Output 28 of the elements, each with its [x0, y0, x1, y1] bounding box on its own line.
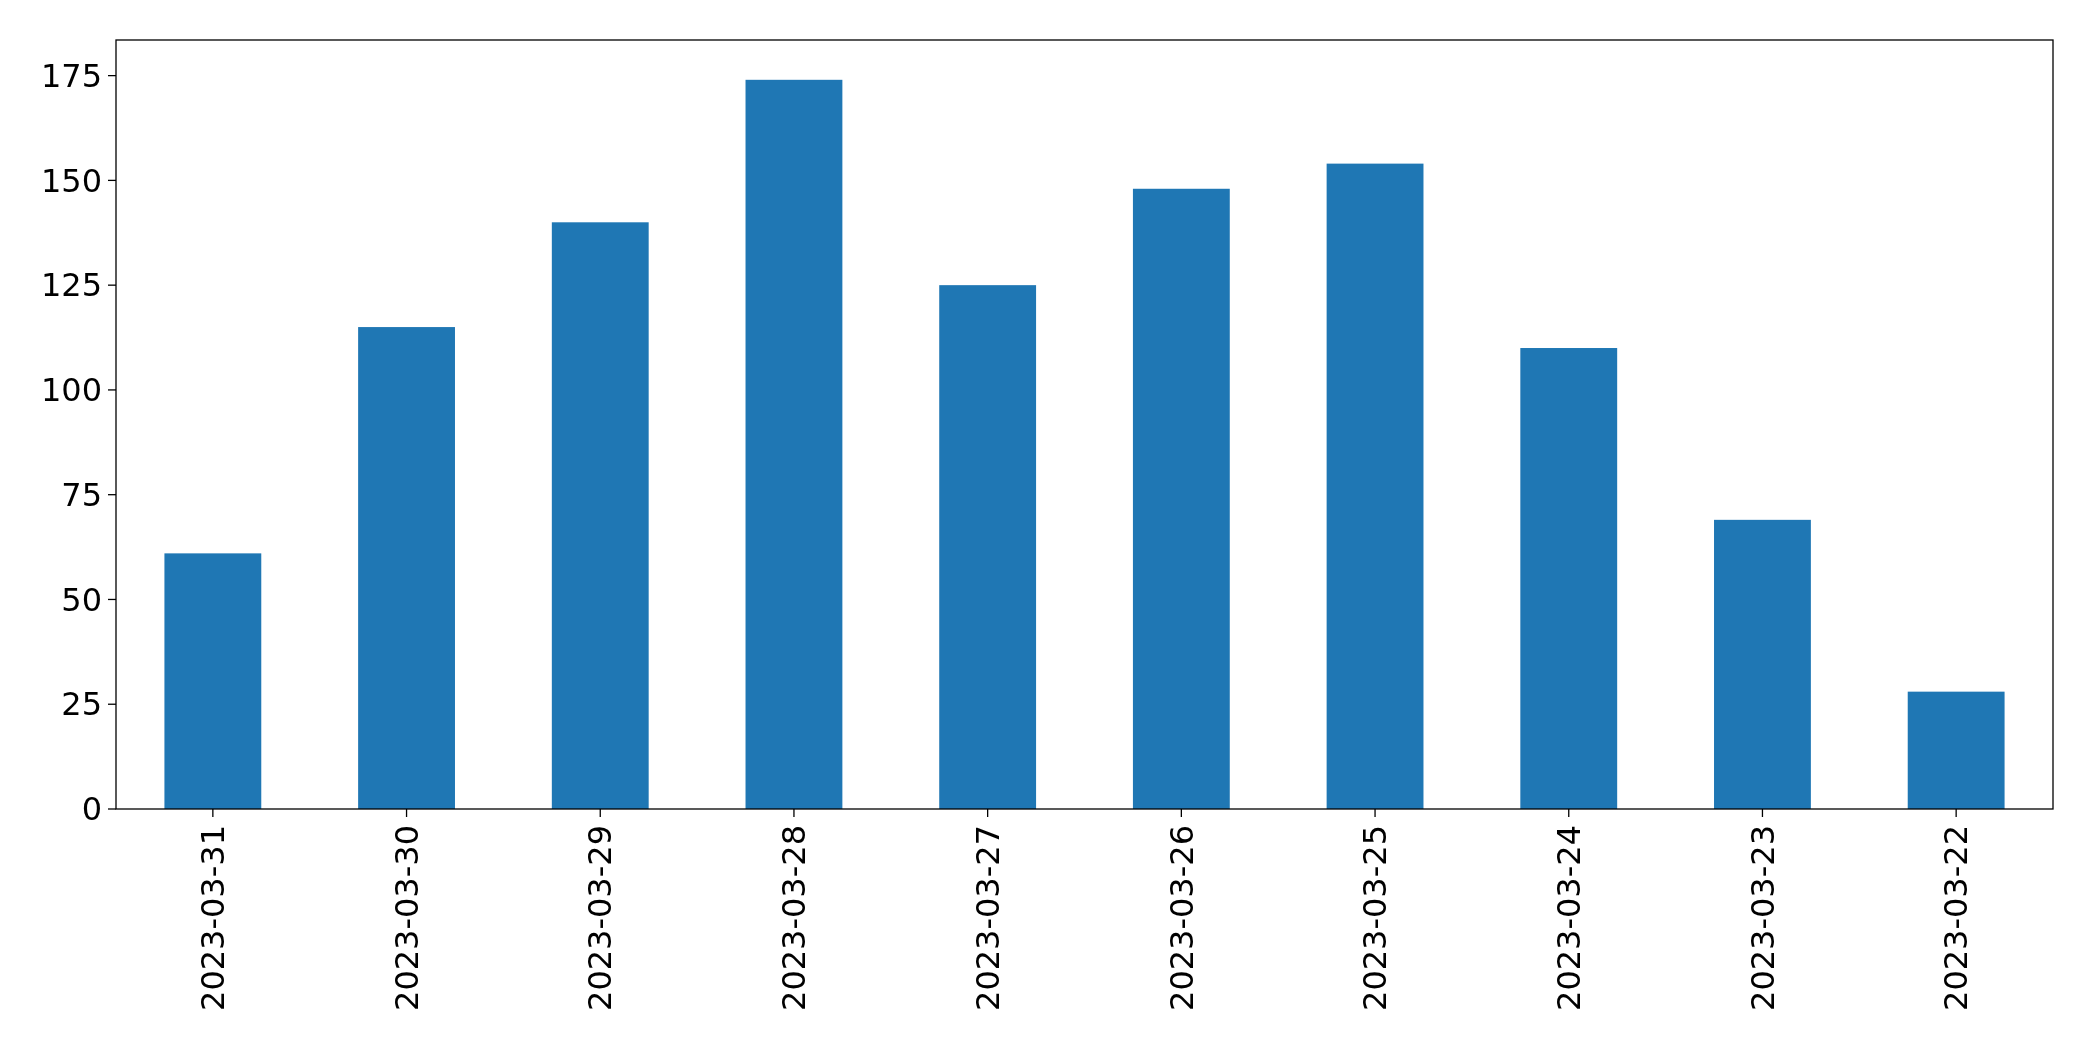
x-tick-label: 2023-03-22: [1937, 825, 1976, 1011]
bar: [939, 285, 1037, 809]
bar: [1907, 691, 2005, 809]
x-tick-label: 2023-03-24: [1549, 825, 1588, 1011]
y-tick-label: 100: [40, 371, 102, 410]
x-tick-label: 2023-03-23: [1743, 825, 1782, 1011]
bar: [1326, 163, 1424, 809]
bar: [551, 222, 649, 809]
y-tick-label: 25: [61, 685, 102, 724]
x-tick-label: 2023-03-26: [1162, 825, 1201, 1011]
y-tick-label: 150: [40, 161, 102, 200]
bar: [1520, 348, 1618, 809]
bar: [1714, 519, 1811, 809]
x-tick-label: 2023-03-28: [775, 825, 814, 1011]
x-tick-label: 2023-03-31: [194, 825, 233, 1011]
y-tick-label: 125: [40, 266, 102, 305]
y-tick-label: 50: [61, 580, 102, 619]
bar: [1132, 188, 1230, 809]
x-tick-label: 2023-03-27: [968, 825, 1007, 1011]
x-tick-label: 2023-03-25: [1356, 825, 1395, 1011]
y-tick-label: 0: [81, 790, 102, 829]
bar: [358, 327, 455, 809]
x-tick-label: 2023-03-30: [387, 825, 426, 1011]
x-tick-label: 2023-03-29: [581, 825, 620, 1011]
bar: [745, 79, 843, 809]
y-tick-label: 175: [40, 56, 102, 95]
bar: [164, 553, 262, 809]
y-tick-label: 75: [61, 475, 102, 514]
